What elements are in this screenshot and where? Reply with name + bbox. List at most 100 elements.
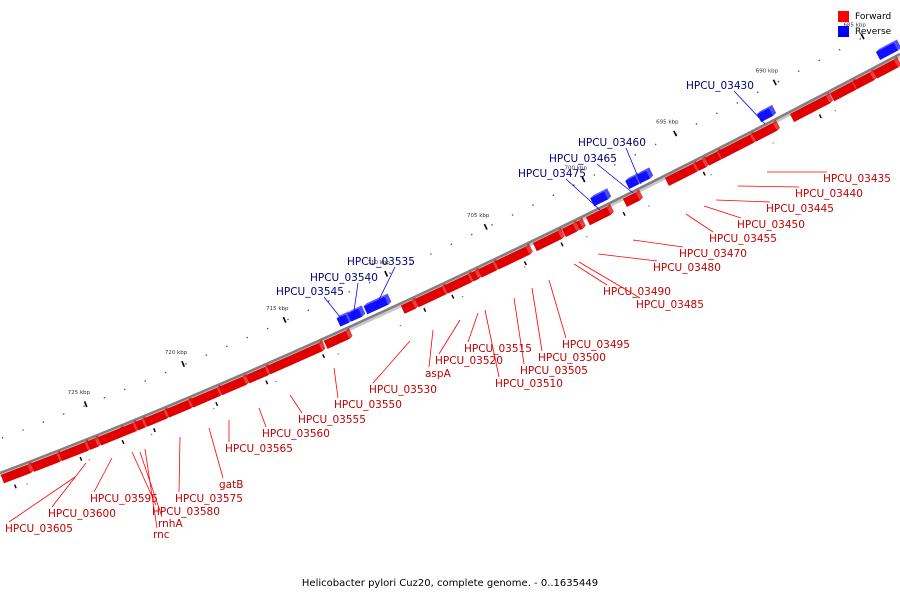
- minor-tick-dot: [634, 153, 636, 156]
- forward-gene-leader: [467, 312, 479, 343]
- gene-block-face: [575, 220, 583, 231]
- forward-gene-label[interactable]: HPCU_03450: [737, 219, 805, 231]
- gene-block-side: [345, 327, 353, 339]
- forward-gene-label[interactable]: aspA: [425, 368, 452, 380]
- forward-gene-label[interactable]: HPCU_03605: [5, 523, 73, 535]
- forward-gene-label[interactable]: HPCU_03560: [262, 428, 330, 440]
- forward-gene-label[interactable]: HPCU_03455: [709, 233, 777, 245]
- gene-block-face: [637, 170, 651, 183]
- scale-tick-mark: [384, 270, 389, 277]
- forward-gene-label[interactable]: HPCU_03500: [538, 352, 606, 364]
- forward-gene-leader: [597, 253, 658, 262]
- minor-tick-dot: [450, 243, 453, 246]
- gene-block-face: [494, 246, 530, 270]
- legend-forward: Forward: [838, 9, 891, 24]
- forward-gene-label[interactable]: HPCU_03595: [90, 493, 158, 505]
- forward-gene-leader: [144, 448, 158, 529]
- minor-tick-dot: [42, 421, 45, 423]
- gene-block-top: [875, 39, 897, 52]
- gene-block-face: [266, 342, 323, 375]
- minor-tick-dot: [103, 396, 106, 399]
- reverse-gene-leader: [352, 282, 359, 319]
- legend-forward-label: Forward: [855, 11, 892, 22]
- forward-gene-label[interactable]: HPCU_03505: [520, 365, 588, 377]
- forward-gene-label[interactable]: HPCU_03435: [823, 173, 891, 185]
- forward-gene-leader: [484, 309, 500, 378]
- legend-reverse-label: Reverse: [855, 26, 892, 37]
- forward-gene-label[interactable]: HPCU_03565: [225, 443, 293, 455]
- scale-tick-label: 710 kbp: [368, 260, 391, 266]
- gene-block-face: [443, 274, 472, 294]
- gene-marker: [451, 294, 455, 299]
- forward-gene-label[interactable]: gatB: [219, 479, 243, 491]
- minor-tick-dot: [62, 413, 65, 415]
- gene-block-face: [469, 270, 479, 282]
- forward-gene-label[interactable]: HPCU_03445: [766, 203, 834, 215]
- reverse-gene-label[interactable]: HPCU_03465: [549, 153, 617, 165]
- reverse-gene-label[interactable]: HPCU_03540: [310, 272, 378, 284]
- inner-guide-dot: [150, 433, 153, 436]
- forward-gene-label[interactable]: HPCU_03555: [298, 414, 366, 426]
- minor-tick-dot: [246, 336, 248, 339]
- forward-gene-label[interactable]: HPCU_03490: [603, 286, 671, 298]
- forward-gene-label[interactable]: HPCU_03515: [464, 343, 532, 355]
- forward-gene-leader: [578, 261, 641, 299]
- forward-gene-label[interactable]: HPCU_03530: [369, 384, 437, 396]
- gene-block-top: [363, 293, 388, 307]
- reverse-gene-label[interactable]: HPCU_03460: [578, 137, 646, 149]
- forward-gene-label[interactable]: HPCU_03440: [795, 188, 863, 200]
- inner-guide-dot: [586, 236, 588, 238]
- scale-tick-label: 690 kbp: [756, 69, 779, 75]
- minor-tick-dot: [185, 363, 187, 365]
- forward-gene-label[interactable]: HPCU_03580: [152, 506, 220, 518]
- inner-guide-dot: [88, 459, 91, 461]
- gene-block-top: [637, 167, 650, 175]
- reverse-gene-label[interactable]: HPCU_03475: [518, 168, 586, 180]
- gene-block-side: [358, 305, 366, 317]
- forward-gene-leader: [178, 436, 181, 493]
- reverse-gene-leader: [565, 178, 601, 211]
- backbone: [0, 52, 900, 475]
- minor-tick-dot: [124, 388, 126, 391]
- gene-block-face: [717, 134, 754, 159]
- forward-gene-label[interactable]: HPCU_03470: [679, 248, 747, 260]
- minor-tick-dot: [716, 112, 718, 115]
- gene-block-face: [561, 223, 577, 237]
- gene-marker: [818, 114, 822, 119]
- minor-tick-dot: [757, 91, 759, 94]
- gene-block-face: [58, 442, 89, 461]
- forward-gene-label[interactable]: HPCU_03510: [495, 378, 563, 390]
- reverse-gene-label[interactable]: HPCU_03545: [276, 286, 344, 298]
- forward-gene-leader: [51, 462, 87, 508]
- gene-block-face: [165, 400, 192, 418]
- forward-gene-label[interactable]: HPCU_03480: [653, 262, 721, 274]
- forward-gene-label[interactable]: HPCU_03550: [334, 399, 402, 411]
- reverse-gene-label[interactable]: HPCU_03430: [686, 80, 754, 92]
- forward-gene-label[interactable]: rnhA: [158, 518, 183, 530]
- gene-block-face: [751, 122, 777, 142]
- forward-gene-label[interactable]: HPCU_03600: [48, 508, 116, 520]
- forward-gene-leader: [513, 297, 525, 365]
- reverse-gene-label[interactable]: HPCU_03535: [347, 256, 415, 268]
- forward-gene-leader: [632, 239, 684, 248]
- forward-gene-label[interactable]: rnc: [153, 529, 170, 541]
- forward-gene-label[interactable]: HPCU_03575: [175, 493, 243, 505]
- gene-block-face: [134, 419, 146, 431]
- gene-block-side: [769, 104, 777, 116]
- forward-gene-leader: [208, 427, 224, 479]
- scale-ticks: 725 kbp 720 kbp 715 kbp 710 kbp 705 kbp 700 k…: [68, 23, 866, 408]
- scale-tick-mark: [860, 33, 865, 40]
- forward-gene-leader: [703, 205, 742, 219]
- gene-block-top: [625, 172, 639, 181]
- minor-tick-dot: [532, 204, 534, 206]
- minor-tick-dot: [348, 291, 351, 293]
- minor-tick-dot: [470, 233, 473, 236]
- minor-tick-dot: [409, 262, 412, 265]
- forward-gene-label[interactable]: HPCU_03485: [636, 299, 704, 311]
- forward-gene-label[interactable]: HPCU_03495: [562, 339, 630, 351]
- inner-guide-dot: [834, 110, 836, 112]
- scale-tick-mark: [83, 401, 88, 408]
- forward-gene-leader: [438, 319, 461, 355]
- forward-gene-label[interactable]: HPCU_03520: [435, 355, 503, 367]
- minor-tick-dot: [1, 437, 4, 439]
